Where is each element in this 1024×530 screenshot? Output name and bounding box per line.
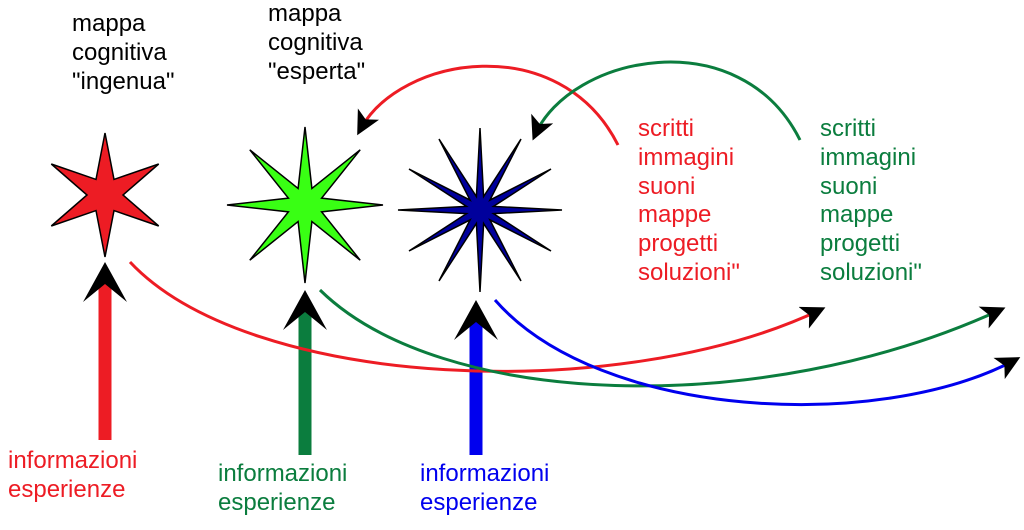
label-title-ingenua: mappa cognitiva "ingenua" — [72, 10, 174, 96]
curve-green-out — [320, 290, 1000, 386]
label-input-blue: informazioni esperienze — [420, 460, 549, 518]
star-green — [227, 127, 383, 283]
label-input-red: informazioni esperienze — [8, 447, 137, 505]
up-arrow-blue — [454, 300, 498, 455]
star-red — [51, 133, 158, 257]
label-title-esperta: mappa cognitiva "esperta" — [268, 0, 365, 86]
curve-red-back — [360, 66, 618, 145]
label-output-green: scritti immagini suoni mappe progetti so… — [820, 115, 922, 288]
label-output-red: scritti immagini suoni mappe progetti so… — [638, 115, 740, 288]
star-blue — [398, 128, 562, 292]
curve-blue-out — [495, 300, 1015, 405]
label-input-green: informazioni esperienze — [218, 460, 347, 518]
up-arrow-red — [83, 262, 127, 440]
up-arrow-green — [283, 290, 327, 455]
